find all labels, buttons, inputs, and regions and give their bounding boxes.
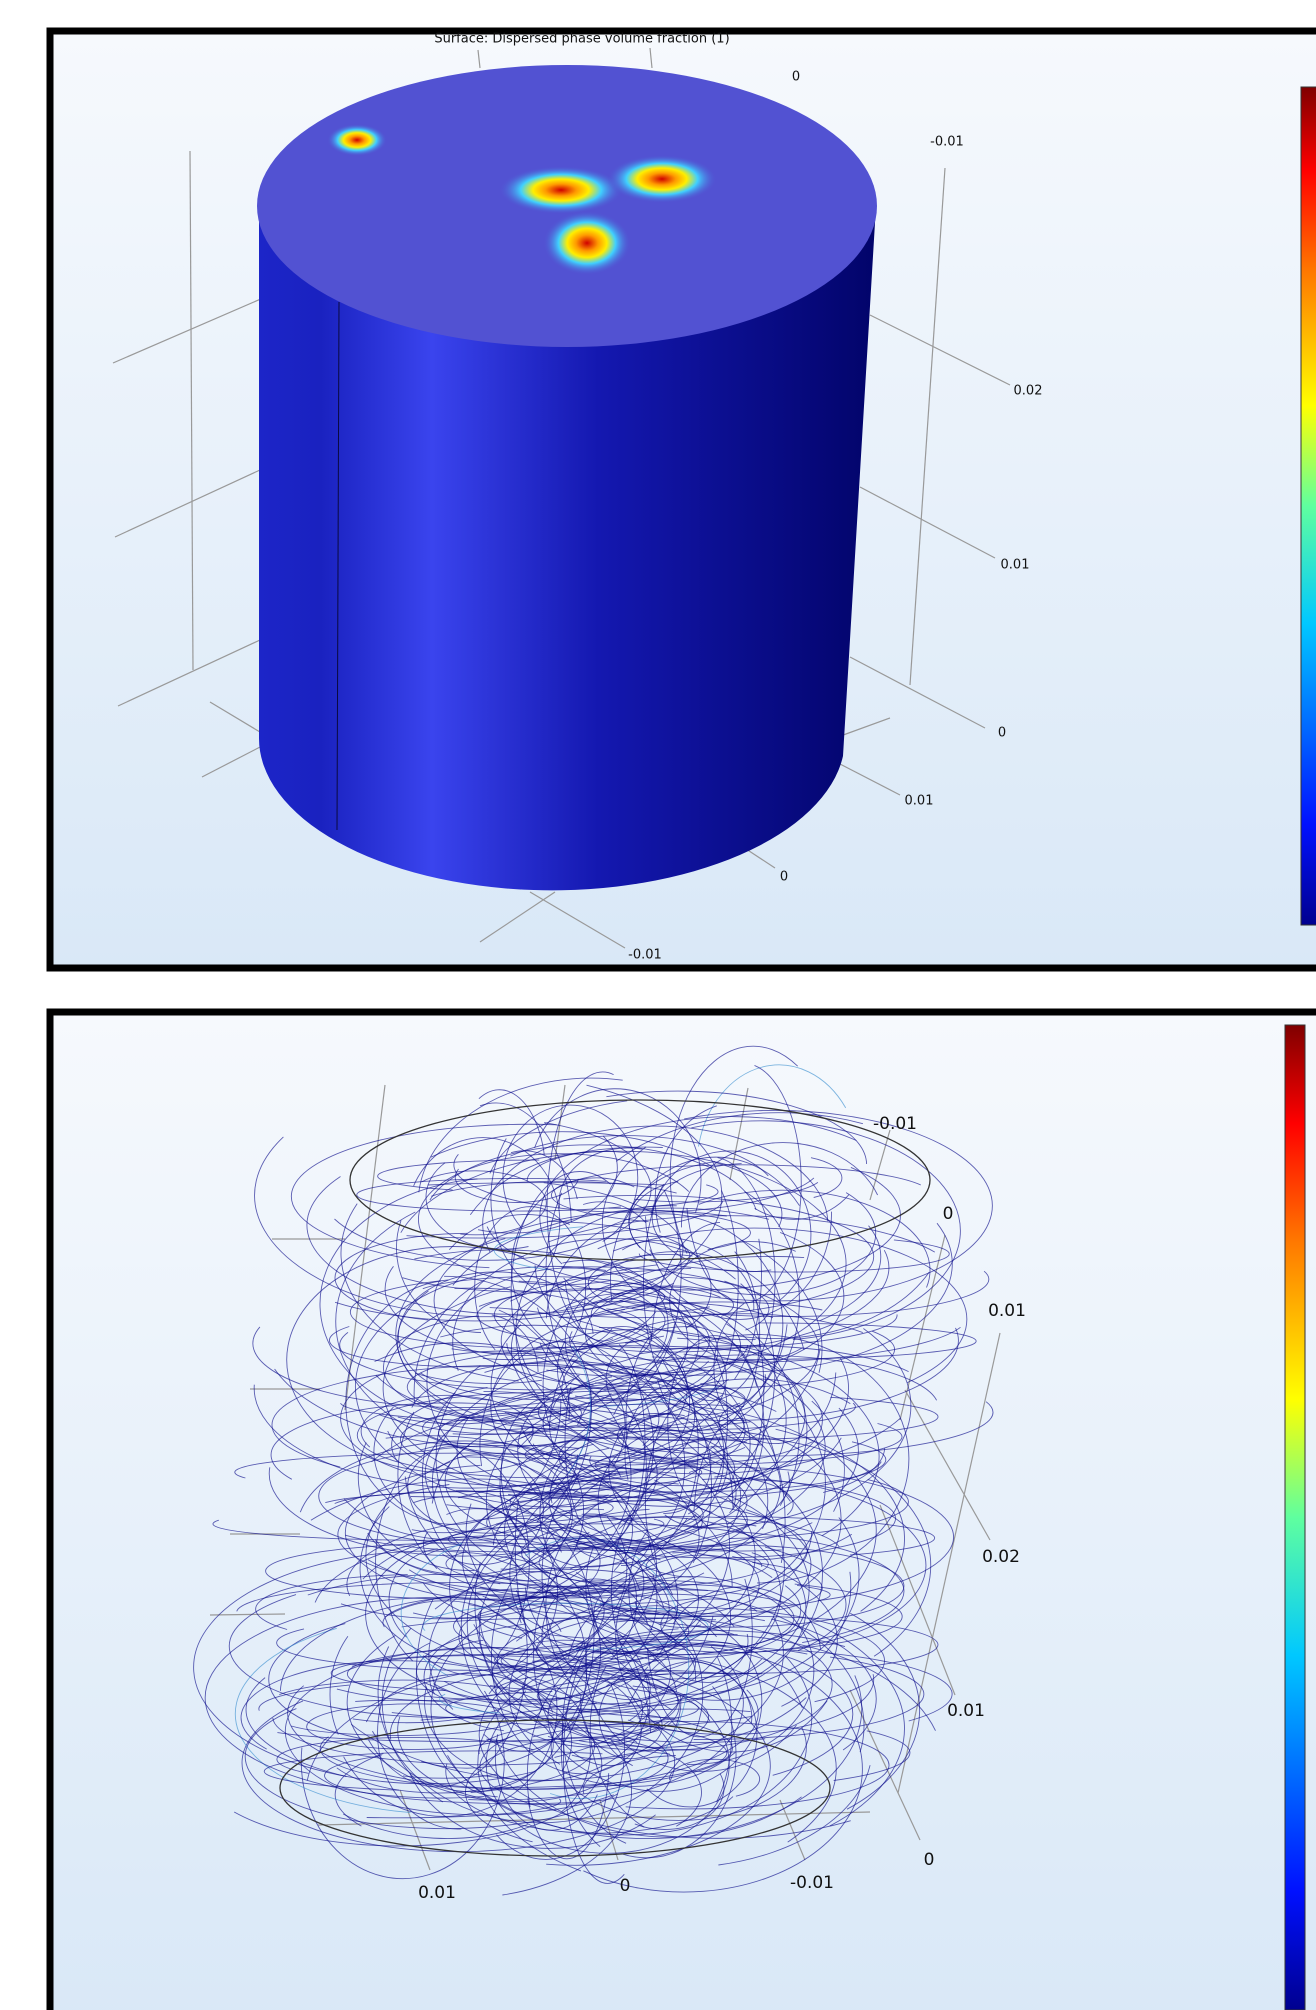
axis-tick-label: -0.01 (930, 135, 964, 150)
axis-tick-label: 0 (620, 1876, 631, 1896)
page: Surface: Dispersed phase volume fraction… (0, 0, 1316, 2010)
axis-tick-label: -0.01 (628, 948, 662, 963)
screenshot: Surface: Dispersed phase volume fraction… (0, 0, 1316, 2010)
axis-tick-label: 0.01 (988, 1301, 1026, 1321)
axis-tick-label: 0.02 (982, 1547, 1020, 1567)
axis-tick-label: 0.01 (905, 794, 934, 809)
colorbar (1285, 1025, 1305, 2010)
axis-tick-label: 0.01 (947, 1701, 985, 1721)
axis-tick-label: 0 (943, 1204, 954, 1224)
axis-tick-label: 0 (792, 70, 800, 85)
colorbar (1301, 87, 1316, 925)
axis-tick-label: 0 (998, 726, 1006, 741)
plot-title: Surface: Dispersed phase volume fraction… (434, 32, 729, 47)
axis-tick-label: 0.02 (1014, 384, 1043, 399)
axis-tick-label: 0 (780, 870, 788, 885)
axis-tick-label: -0.01 (873, 1114, 917, 1134)
axis-tick-label: 0 (924, 1850, 935, 1870)
plot-panel (50, 1012, 1316, 2010)
axis-tick-label: 0.01 (418, 1883, 456, 1903)
axis-tick-label: -0.01 (790, 1873, 834, 1893)
axis-tick-label: 0.01 (1001, 558, 1030, 573)
